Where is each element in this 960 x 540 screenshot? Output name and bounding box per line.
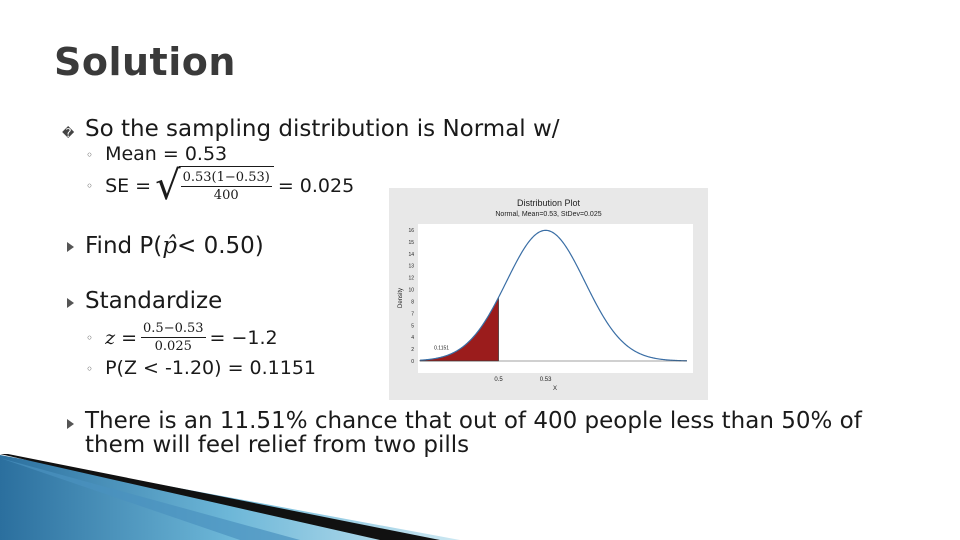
z-line: ◦ z = 0.5−0.53 0.025 = −1.2 bbox=[86, 320, 278, 355]
se-line: ◦ SE = √ 0.53(1−0.53) 400 = 0.025 bbox=[86, 166, 354, 206]
bullet-4-line-2: them will feel relief from two pills bbox=[85, 432, 470, 458]
distribution-plot-svg: Distribution Plot Normal, Mean=0.53, StD… bbox=[398, 198, 693, 392]
swoosh-black bbox=[0, 454, 440, 540]
x-tick-label: 0.5 bbox=[494, 377, 503, 383]
distribution-plot: Distribution Plot Normal, Mean=0.53, StD… bbox=[389, 188, 708, 400]
sub-bullet-marker: ◦ bbox=[86, 361, 94, 376]
y-tick-label: 13 bbox=[408, 264, 414, 270]
swoosh-light bbox=[0, 458, 300, 540]
y-tick-label: 10 bbox=[408, 288, 414, 294]
prob-text: P(Z < -1.20) = 0.1151 bbox=[105, 357, 317, 379]
y-axis-label: Density bbox=[398, 288, 404, 308]
y-tick-label: 14 bbox=[408, 252, 414, 258]
p-hat-symbol: p̂ bbox=[162, 233, 178, 259]
find-prefix: Find P( bbox=[85, 233, 163, 259]
y-tick-label: 0 bbox=[411, 359, 414, 365]
y-tick-label: 15 bbox=[408, 240, 414, 246]
z-variable: z bbox=[105, 326, 116, 349]
se-result: = 0.025 bbox=[277, 175, 355, 197]
se-denominator: 400 bbox=[213, 188, 239, 203]
y-tick-label: 4 bbox=[411, 335, 414, 341]
z-numerator: 0.5−0.53 bbox=[141, 321, 206, 338]
se-numerator: 0.53(1−0.53) bbox=[180, 170, 272, 187]
bullet-arrow-icon bbox=[67, 419, 74, 429]
bullet-3-text: Standardize bbox=[85, 288, 223, 314]
y-tick-label: 12 bbox=[408, 276, 414, 282]
bullet-4-line-1: There is an 11.51% chance that out of 40… bbox=[85, 408, 862, 434]
slide-title: Solution bbox=[54, 40, 236, 84]
chart-title: Distribution Plot bbox=[517, 198, 581, 208]
mean-line: ◦ Mean = 0.53 bbox=[86, 143, 227, 165]
y-tick-label: 7 bbox=[411, 311, 414, 317]
sub-bullet-marker: ◦ bbox=[86, 147, 94, 162]
bullet-arrow-icon bbox=[67, 298, 74, 308]
shaded-area-label: 0.1151 bbox=[434, 346, 449, 352]
missing-glyph-icon: � bbox=[62, 126, 75, 140]
y-tick-label: 5 bbox=[411, 323, 414, 329]
x-tick-label: 0.53 bbox=[540, 377, 552, 383]
bullet-2-text: Find P(p̂< 0.50) bbox=[85, 233, 264, 259]
find-suffix: < 0.50) bbox=[177, 233, 264, 259]
se-sqrt: √ 0.53(1−0.53) 400 bbox=[155, 166, 274, 206]
se-label: SE = bbox=[105, 175, 152, 197]
mean-label: Mean = 0.53 bbox=[105, 143, 228, 165]
prob-line: ◦ P(Z < -1.20) = 0.1151 bbox=[86, 357, 316, 379]
z-result: = −1.2 bbox=[209, 326, 278, 349]
chart-subtitle: Normal, Mean=0.53, StDev=0.025 bbox=[495, 211, 601, 218]
sqrt-symbol: √ bbox=[155, 163, 181, 209]
y-tick-label: 2 bbox=[411, 347, 414, 353]
decorative-swoosh bbox=[0, 454, 460, 540]
z-fraction: 0.5−0.53 0.025 bbox=[141, 320, 206, 355]
x-axis-label: X bbox=[553, 386, 557, 392]
se-fraction: 0.53(1−0.53) 400 bbox=[180, 169, 272, 204]
z-denominator: 0.025 bbox=[154, 339, 192, 354]
sub-bullet-marker: ◦ bbox=[86, 330, 94, 345]
y-tick-label: 16 bbox=[408, 228, 414, 234]
bullet-arrow-icon bbox=[67, 242, 74, 252]
bullet-1-text: So the sampling distribution is Normal w… bbox=[85, 116, 560, 142]
sub-bullet-marker: ◦ bbox=[86, 179, 94, 193]
density-curve bbox=[419, 229, 688, 362]
z-equals: = bbox=[121, 326, 138, 349]
y-tick-label: 8 bbox=[411, 299, 414, 305]
